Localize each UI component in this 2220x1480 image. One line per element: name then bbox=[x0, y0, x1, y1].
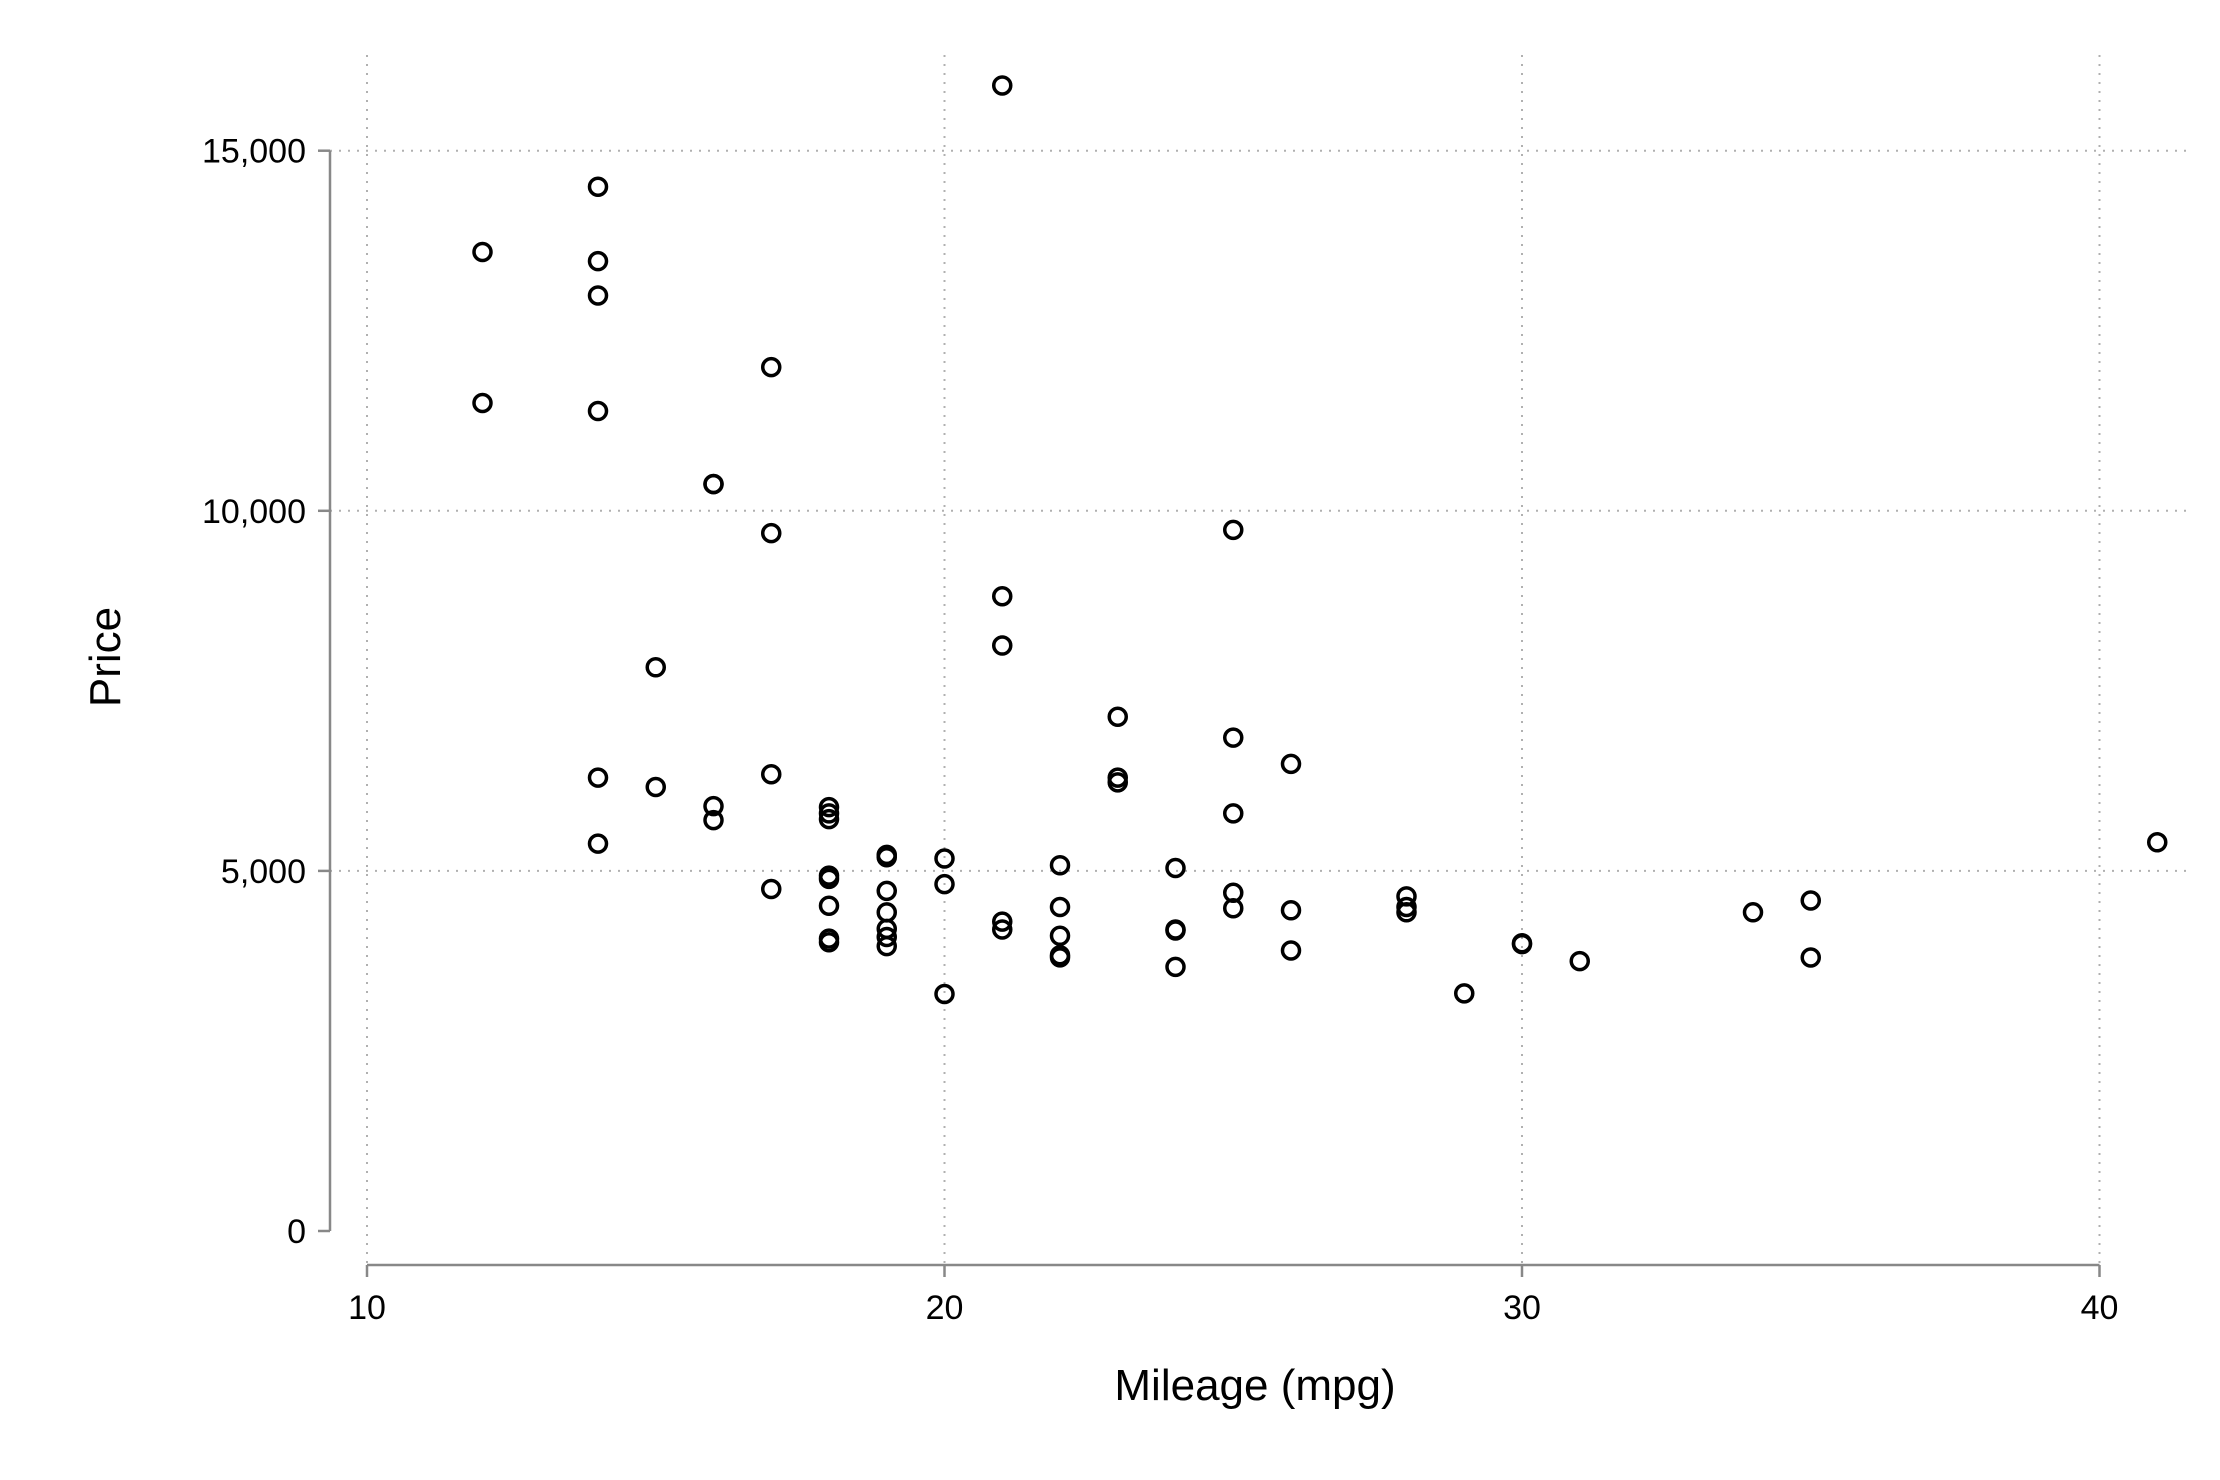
data-point bbox=[645, 657, 666, 678]
y-axis-title: Price bbox=[81, 607, 130, 707]
data-point bbox=[587, 285, 609, 306]
data-point bbox=[761, 763, 782, 785]
data-point bbox=[1742, 902, 1764, 923]
data-point bbox=[587, 250, 609, 272]
axis-layer: 10 20 30 40 0 5,000 10,000 15,000 bbox=[202, 133, 2118, 1327]
data-point bbox=[472, 241, 493, 263]
data-point bbox=[703, 809, 724, 831]
data-point bbox=[1396, 902, 1417, 923]
data-point bbox=[703, 795, 724, 817]
data-point bbox=[1223, 803, 1244, 824]
data-point bbox=[587, 400, 609, 422]
data-point bbox=[1165, 919, 1186, 940]
data-point bbox=[934, 848, 955, 869]
x-tick-label: 10 bbox=[348, 1289, 386, 1327]
data-point bbox=[472, 392, 493, 414]
data-point bbox=[818, 895, 840, 917]
data-point bbox=[992, 75, 1013, 96]
data-point bbox=[1800, 890, 1821, 911]
data-point bbox=[761, 356, 782, 378]
data-point bbox=[1280, 900, 1302, 921]
data-point bbox=[992, 911, 1013, 932]
x-tick-label: 20 bbox=[926, 1289, 964, 1327]
data-point bbox=[818, 868, 840, 890]
y-tick-label: 5,000 bbox=[221, 853, 306, 891]
data-point bbox=[1165, 956, 1186, 978]
data-point bbox=[1107, 706, 1128, 728]
data-point bbox=[1223, 519, 1244, 541]
y-tick-label: 15,000 bbox=[202, 133, 306, 171]
data-point bbox=[1800, 947, 1821, 968]
data-point bbox=[934, 983, 955, 1005]
data-point bbox=[587, 176, 609, 197]
data-point bbox=[2147, 832, 2168, 853]
data-point bbox=[1049, 947, 1071, 968]
data-point bbox=[587, 833, 609, 854]
data-point bbox=[761, 878, 782, 900]
data-point bbox=[992, 585, 1013, 607]
data-point bbox=[1049, 854, 1071, 876]
data-point bbox=[1049, 896, 1071, 918]
y-tick-label: 10,000 bbox=[202, 493, 306, 531]
data-point bbox=[818, 808, 840, 830]
data-point bbox=[587, 767, 609, 788]
data-point bbox=[1569, 950, 1590, 972]
data-point bbox=[1049, 925, 1071, 947]
x-axis-title: Mileage (mpg) bbox=[1114, 1361, 1395, 1410]
data-point bbox=[876, 902, 897, 923]
data-point bbox=[1454, 983, 1475, 1004]
points-layer bbox=[472, 75, 2168, 1005]
data-point bbox=[876, 926, 897, 948]
data-point bbox=[1223, 727, 1244, 748]
y-tick-label: 0 bbox=[287, 1213, 306, 1251]
data-point bbox=[992, 919, 1013, 940]
data-point bbox=[1165, 857, 1186, 879]
data-point bbox=[761, 522, 782, 544]
data-point bbox=[876, 935, 897, 957]
x-tick-label: 30 bbox=[1503, 1289, 1541, 1327]
data-point bbox=[645, 776, 666, 798]
data-point bbox=[1511, 933, 1533, 954]
x-tick-label: 40 bbox=[2081, 1289, 2119, 1327]
data-point bbox=[818, 796, 840, 818]
data-point bbox=[992, 635, 1013, 656]
data-point bbox=[934, 873, 955, 895]
data-point bbox=[1280, 940, 1302, 961]
data-point bbox=[1280, 753, 1302, 775]
data-point bbox=[703, 473, 724, 495]
data-point bbox=[818, 931, 840, 953]
data-point bbox=[1223, 897, 1244, 919]
data-point bbox=[876, 880, 897, 902]
grid-layer bbox=[330, 55, 2190, 1265]
data-point bbox=[1107, 772, 1128, 793]
data-point bbox=[876, 844, 897, 866]
